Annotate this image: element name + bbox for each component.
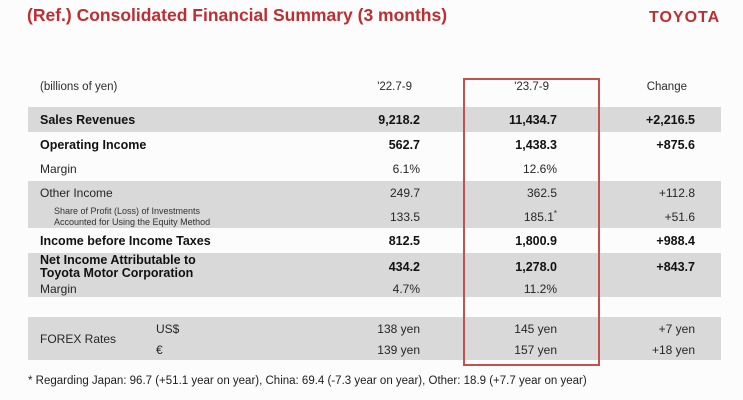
- row-label: Margin: [40, 282, 77, 296]
- cell-prev: 138 yen: [377, 321, 420, 336]
- table-spacer: [28, 297, 721, 317]
- row-label-line2: Accounted for Using the Equity Method: [54, 216, 211, 227]
- cell-prev: 4.7%: [392, 282, 420, 296]
- currency-label-usd: US$: [156, 321, 180, 336]
- table-row-net-margin: Margin 4.7% 11.2%: [28, 281, 721, 297]
- table-row-sales-revenues: Sales Revenues 9,218.2 11,434.7 +2,216.5: [28, 107, 721, 132]
- cell-curr: 12.6%: [522, 162, 557, 176]
- cell-change: +843.7: [656, 260, 695, 274]
- cell-change: +875.6: [656, 137, 695, 152]
- table-row-operating-income: Operating Income 562.7 1,438.3 +875.6: [28, 132, 721, 157]
- row-label: Share of Profit (Loss) of Investments Ac…: [28, 206, 290, 227]
- table-header-row: (billions of yen) '22.7-9 '23.7-9 Change: [28, 78, 721, 107]
- cell-prev: 139 yen: [377, 342, 420, 357]
- forex-section: FOREX Rates US$ 138 yen 145 yen +7 yen €…: [28, 317, 721, 360]
- cell-prev: 434.2: [388, 260, 420, 274]
- table-row-equity-method-share: Share of Profit (Loss) of Investments Ac…: [28, 205, 721, 228]
- cell-curr: 1,278.0: [515, 260, 557, 274]
- cell-prev: 6.1%: [392, 162, 420, 176]
- row-label-line1: Share of Profit (Loss) of Investments: [54, 206, 201, 216]
- unit-label: (billions of yen): [40, 81, 118, 93]
- cell-prev: 9,218.2: [378, 112, 420, 127]
- financial-summary-table: (billions of yen) '22.7-9 '23.7-9 Change…: [28, 78, 721, 360]
- table-row-operating-margin: Margin 6.1% 12.6%: [28, 157, 721, 181]
- cell-curr: 362.5: [526, 186, 557, 200]
- cell-curr: 1,438.3: [515, 137, 557, 152]
- forex-rates-label: FOREX Rates: [40, 331, 117, 346]
- row-label: Other Income: [40, 186, 113, 200]
- row-label: Net Income Attributable to Toyota Motor …: [28, 254, 290, 280]
- page-title: (Ref.) Consolidated Financial Summary (3…: [27, 5, 448, 25]
- toyota-logo: TOYOTA: [649, 9, 721, 26]
- col-header-prev-period: '22.7-9: [377, 81, 412, 93]
- cell-curr: 185.1*: [523, 209, 557, 224]
- cell-change: +51.6: [664, 209, 695, 224]
- cell-change: +988.4: [656, 233, 695, 248]
- cell-curr: 11,434.7: [509, 112, 557, 127]
- cell-change: +18 yen: [651, 342, 695, 357]
- table-row-other-income: Other Income 249.7 362.5 +112.8: [28, 181, 721, 205]
- cell-prev: 249.7: [389, 186, 420, 200]
- footnote-marker: *: [553, 209, 557, 218]
- row-label: Income before Income Taxes: [40, 233, 211, 248]
- cell-curr: 145 yen: [514, 321, 557, 336]
- currency-label-eur: €: [156, 342, 163, 357]
- cell-change: +2,216.5: [645, 112, 695, 127]
- cell-curr: 1,800.9: [515, 233, 557, 248]
- cell-change: +112.8: [658, 186, 695, 200]
- row-label-line1: Net Income Attributable to: [40, 253, 196, 267]
- row-label: Margin: [40, 162, 77, 176]
- forex-row-usd: US$ 138 yen 145 yen +7 yen: [28, 318, 721, 339]
- row-label: Sales Revenues: [40, 112, 136, 127]
- footnote: * Regarding Japan: 96.7 (+51.1 year on y…: [28, 375, 587, 387]
- row-label: Operating Income: [40, 137, 147, 152]
- cell-prev: 812.5: [388, 233, 420, 248]
- table-row-income-before-taxes: Income before Income Taxes 812.5 1,800.9…: [28, 228, 721, 253]
- cell-prev: 133.5: [389, 209, 420, 224]
- cell-curr: 11.2%: [523, 282, 557, 296]
- cell-curr: 157 yen: [514, 342, 557, 357]
- cell-prev: 562.7: [388, 137, 420, 152]
- table-row-net-income: Net Income Attributable to Toyota Motor …: [28, 253, 721, 281]
- col-header-curr-period: '23.7-9: [514, 81, 549, 93]
- forex-row-eur: € 139 yen 157 yen +18 yen: [28, 339, 721, 360]
- col-header-change: Change: [646, 81, 687, 93]
- cell-change: +7 yen: [658, 321, 695, 336]
- row-label-line2: Toyota Motor Corporation: [40, 266, 194, 280]
